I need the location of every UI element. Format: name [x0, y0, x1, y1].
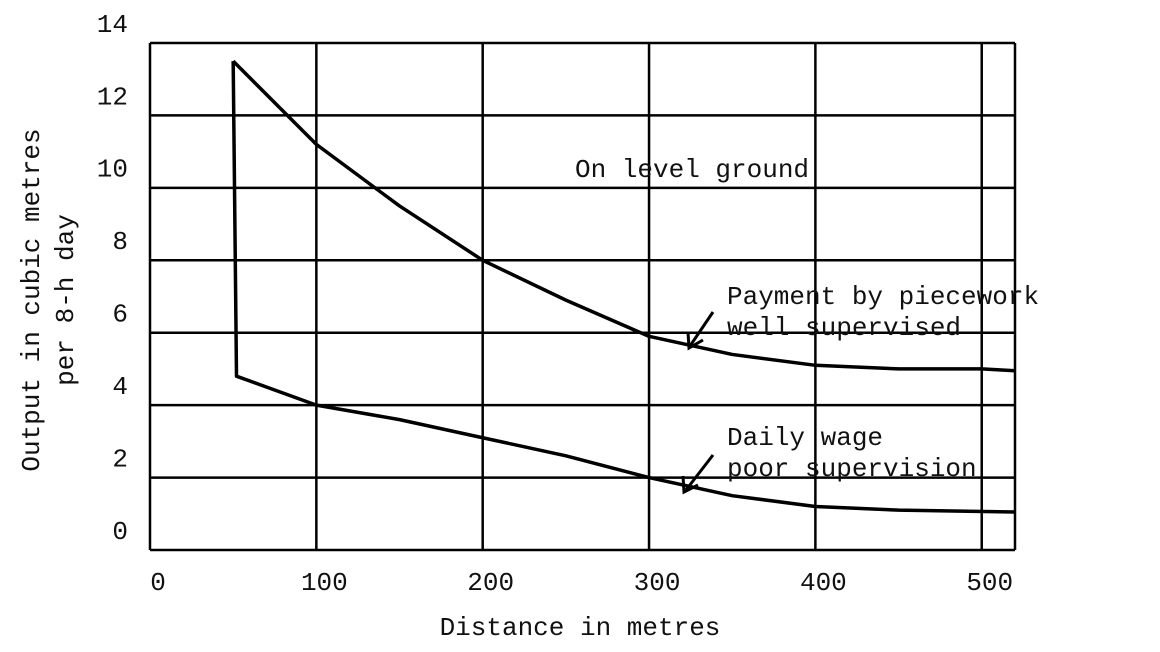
x-tick-label: 300: [634, 568, 681, 598]
x-tick-label: 400: [800, 568, 847, 598]
x-tick-label: 0: [150, 568, 166, 598]
x-axis-label: Distance in metres: [440, 613, 721, 643]
x-tick-label: 200: [467, 568, 514, 598]
grid: 0 2 4 6 8 10 12 14 0 100 200 300 400 500: [97, 10, 1017, 598]
y-tick-label: 0: [112, 517, 128, 547]
arrow: [681, 454, 715, 495]
y-tick-label: 14: [97, 10, 128, 40]
y-tick-label: 2: [112, 444, 128, 474]
y-tick-label: 6: [112, 300, 128, 330]
x-tick-label: 100: [301, 568, 348, 598]
y-tick-label: 8: [112, 227, 128, 257]
annotation: poor supervision: [727, 454, 977, 484]
line-series: [231, 59, 1016, 373]
line-series: [231, 61, 1016, 514]
annotation: Payment by piecework: [727, 282, 1039, 312]
y-tick-label: 10: [97, 155, 128, 185]
annotation: Daily wage: [727, 423, 883, 453]
annotation: On level ground: [575, 155, 809, 185]
x-tick-label: 500: [966, 568, 1013, 598]
annotation: well supervised: [727, 313, 961, 343]
y-tick-label: 12: [97, 82, 128, 112]
y-axis-label: Output in cubic metres: [17, 128, 47, 471]
plot: [231, 59, 1016, 514]
arrow: [686, 311, 715, 351]
y-axis-label: per 8-h day: [51, 214, 81, 386]
y-tick-label: 4: [112, 372, 128, 402]
